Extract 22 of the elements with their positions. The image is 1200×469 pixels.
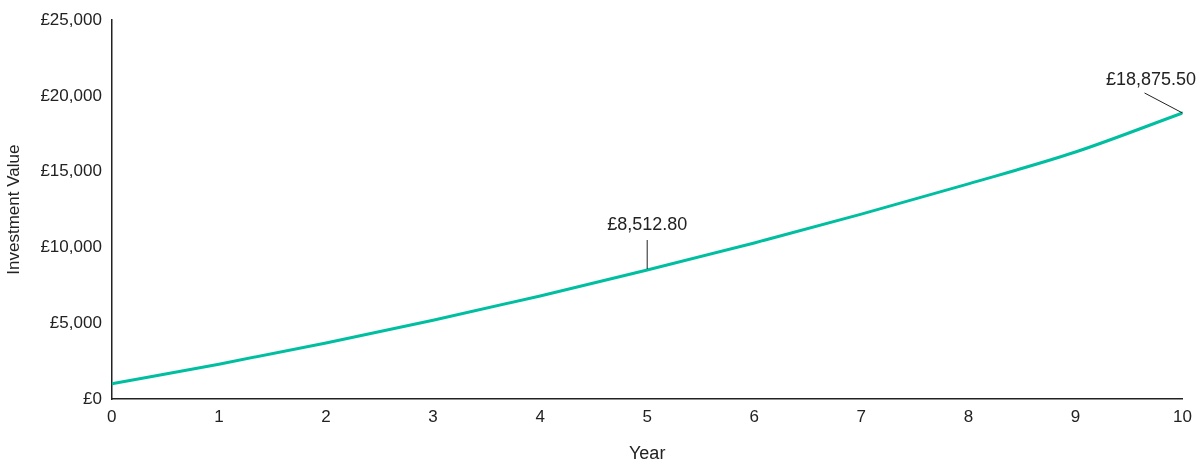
- y-tick-label: £0: [82, 388, 102, 408]
- x-tick-label: 4: [535, 406, 545, 426]
- x-axis-title: Year: [629, 443, 666, 464]
- x-tick-label: 6: [749, 406, 759, 426]
- x-tick-label: 5: [642, 406, 652, 426]
- y-tick-label: £10,000: [40, 237, 102, 257]
- x-tick-label: 9: [1070, 406, 1081, 426]
- y-tick-label: £20,000: [40, 85, 102, 105]
- y-tick-label: £5,000: [49, 312, 102, 332]
- x-tick-label: 2: [321, 406, 331, 426]
- x-tick-label: 3: [428, 406, 438, 426]
- x-tick-label: 0: [107, 406, 117, 426]
- x-tick-label: 1: [214, 406, 224, 426]
- line-series: [111, 111, 1183, 386]
- y-tick-label: £15,000: [40, 161, 102, 181]
- x-tick-label: 7: [856, 406, 867, 426]
- y-axis-title: Investment Value: [3, 144, 23, 275]
- annotation: £18,875.50: [1105, 68, 1196, 89]
- y-tick-label: £25,000: [40, 9, 102, 29]
- annotation: £8,512.80: [607, 213, 688, 234]
- x-tick-label: 10: [1173, 406, 1193, 426]
- x-tick-label: 8: [963, 406, 974, 426]
